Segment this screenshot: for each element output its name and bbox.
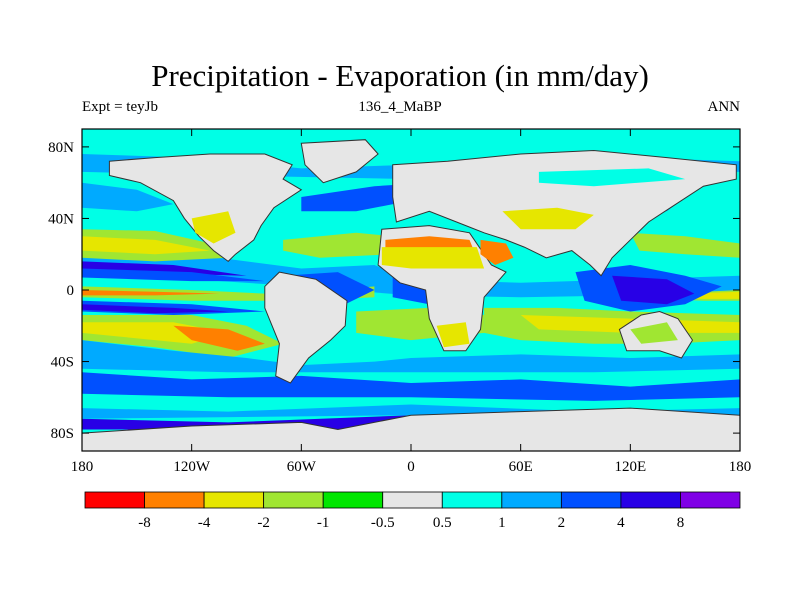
y-tick-label: 40N	[48, 211, 74, 227]
colorbar-swatch	[144, 491, 205, 509]
season-label: ANN	[707, 99, 741, 115]
colorbar-label: 4	[617, 515, 625, 531]
colorbar-swatch	[560, 491, 622, 509]
colorbar-swatch	[203, 491, 265, 509]
x-tick-label: 120W	[173, 459, 211, 475]
field-band-s-mid	[82, 340, 740, 373]
colorbar-swatch	[263, 491, 324, 509]
land-field-n-america-dry	[191, 211, 236, 244]
y-tick-label: 80S	[51, 426, 74, 442]
experiment-label: Expt = teyJb	[82, 99, 158, 115]
field-band-itcz-2	[82, 268, 265, 282]
field-warm-pool-2	[612, 275, 695, 305]
coastlines	[82, 139, 740, 451]
field-band-n-dry-3	[630, 232, 740, 258]
land-antarctica	[82, 407, 740, 451]
field-band-n-ocean-2	[82, 250, 740, 298]
x-tick-label: 180	[71, 459, 94, 475]
colorbar-label: 1	[498, 515, 506, 531]
x-tick-label: 120E	[614, 459, 646, 475]
land-field-siberia-wet	[538, 168, 686, 187]
x-tick-label: 60W	[287, 459, 317, 475]
field-band-n-dry-2	[82, 236, 210, 255]
land-field-arabia	[480, 239, 514, 265]
x-tick-label: 0	[407, 459, 415, 475]
colorbar-swatch	[84, 491, 145, 509]
axes: 180 120W 60W 0 60E 120E 180 80N 40N 0 40S 80S	[48, 129, 751, 475]
colorbar-label: 0.5	[433, 515, 452, 531]
land-field-s-africa-dry	[436, 322, 470, 348]
field-band-s-ocean-4	[82, 372, 740, 401]
colorbar-swatch	[322, 491, 384, 509]
colorbar-swatch	[680, 491, 741, 509]
colorbar-label: -2	[257, 515, 270, 531]
field-band-s-dry-3	[173, 325, 265, 351]
y-tick-label: 80N	[48, 140, 74, 156]
x-tick-label: 60E	[509, 459, 533, 475]
colorbar: -8 -4 -2 -1 -0.5 0.5 1 2 4 8	[84, 491, 741, 531]
field-band-itcz	[82, 261, 247, 276]
colorbar-swatch	[620, 491, 681, 509]
colorbar-swatch	[382, 491, 443, 509]
land-field-sahara-edge	[381, 247, 485, 269]
field-band-eq-dry-2	[82, 290, 220, 296]
period-label: 136_4_MaBP	[358, 99, 442, 115]
land-field-australia-dry	[630, 322, 678, 344]
colorbar-label: 2	[558, 515, 566, 531]
colorbar-swatch	[501, 491, 562, 509]
field-band-s-itcz-2	[82, 304, 229, 314]
land-north-america	[108, 153, 303, 263]
field-band-n-atl-dry	[283, 232, 393, 258]
x-tick-label: 180	[729, 459, 752, 475]
colorbar-label: -0.5	[371, 515, 395, 531]
y-tick-label: 0	[67, 283, 75, 299]
field-n-pac-blue	[82, 182, 174, 212]
y-tick-label: 40S	[51, 355, 74, 371]
colorbar-label: -8	[138, 515, 151, 531]
land-south-america	[264, 271, 348, 384]
colorbar-label: -1	[317, 515, 330, 531]
colorbar-swatch	[441, 491, 503, 509]
colorbar-label: -4	[198, 515, 211, 531]
colorbar-label: 8	[677, 515, 685, 531]
land-greenland	[300, 139, 379, 184]
chart-title: Precipitation - Evaporation (in mm/day)	[151, 58, 649, 93]
land-field-central-asia	[502, 207, 594, 230]
